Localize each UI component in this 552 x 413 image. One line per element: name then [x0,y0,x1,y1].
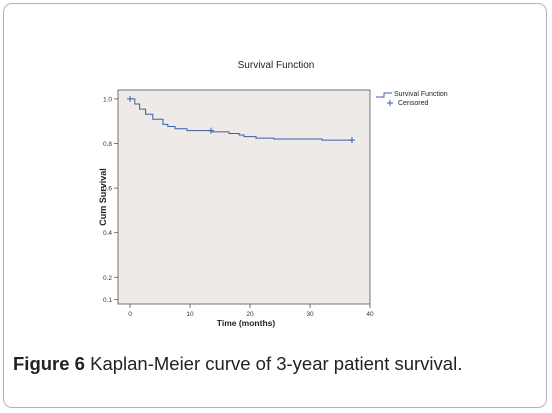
y-tick-label: 1.0 [103,96,112,103]
caption-label: Figure 6 [13,353,85,374]
x-tick-label: 10 [186,311,194,318]
y-tick-label: 0.2 [103,275,112,282]
legend-survival-label: Survival Function [394,91,448,98]
censored-marker [208,127,214,134]
series-layer [130,98,352,141]
censored-markers [127,95,355,144]
x-tick-label: 30 [306,311,314,318]
plot-area [117,89,371,305]
survival-step-line [130,98,352,141]
y-tick-label: 0.4 [103,230,112,237]
x-axis-label: Time (months) [217,318,276,328]
legend-censor-swatch [387,100,393,106]
x-tick-label: 40 [366,311,374,318]
legend: Survival Function Censored [376,91,448,107]
figure-caption: Figure 6 Kaplan-Meier curve of 3-year pa… [13,353,533,375]
y-axis-label: Cum Survival [98,168,108,226]
caption-text: Kaplan-Meier curve of 3-year patient sur… [90,353,463,374]
x-tick-label: 0 [128,311,132,318]
y-axis: 1.0 0.8 0.6 0.4 0.2 0.1 [103,96,118,304]
legend-censored-label: Censored [398,100,428,107]
censored-marker [349,137,355,144]
y-tick-label: 0.8 [103,141,112,148]
y-tick-label: 0.6 [103,186,112,193]
x-axis: 0 10 20 30 40 [128,304,374,318]
censored-marker [127,95,133,102]
legend-line-swatch [376,92,392,98]
x-tick-label: 20 [246,311,254,318]
y-tick-label: 0.1 [103,297,112,304]
chart-title: Survival Function [238,60,315,71]
